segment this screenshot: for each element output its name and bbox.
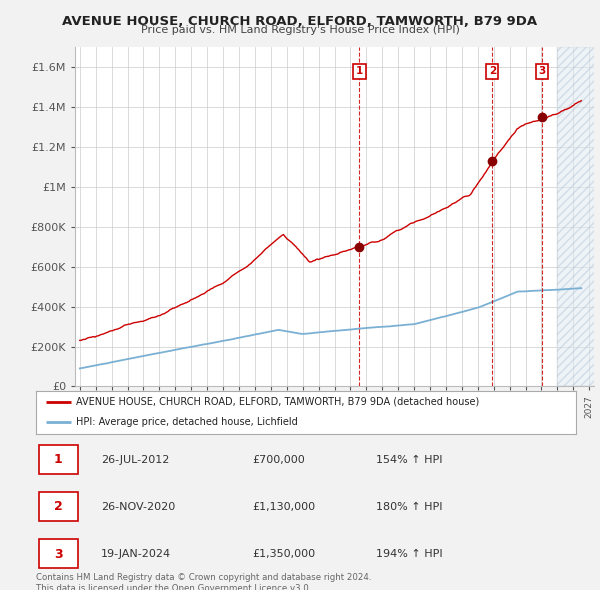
Text: AVENUE HOUSE, CHURCH ROAD, ELFORD, TAMWORTH, B79 9DA (detached house): AVENUE HOUSE, CHURCH ROAD, ELFORD, TAMWO… (77, 397, 480, 407)
FancyBboxPatch shape (39, 539, 77, 568)
Text: 26-JUL-2012: 26-JUL-2012 (101, 455, 169, 464)
FancyBboxPatch shape (39, 445, 77, 474)
Text: £1,350,000: £1,350,000 (252, 549, 315, 559)
Text: 1: 1 (356, 66, 363, 76)
Text: 180% ↑ HPI: 180% ↑ HPI (376, 502, 443, 512)
Text: 2: 2 (488, 66, 496, 76)
Text: 3: 3 (54, 548, 62, 560)
Text: Contains HM Land Registry data © Crown copyright and database right 2024.
This d: Contains HM Land Registry data © Crown c… (36, 573, 371, 590)
Text: 19-JAN-2024: 19-JAN-2024 (101, 549, 171, 559)
Text: AVENUE HOUSE, CHURCH ROAD, ELFORD, TAMWORTH, B79 9DA: AVENUE HOUSE, CHURCH ROAD, ELFORD, TAMWO… (62, 15, 538, 28)
FancyBboxPatch shape (39, 492, 77, 521)
Text: 1: 1 (54, 453, 62, 466)
Text: £700,000: £700,000 (252, 455, 305, 464)
Text: 26-NOV-2020: 26-NOV-2020 (101, 502, 175, 512)
Text: 154% ↑ HPI: 154% ↑ HPI (376, 455, 443, 464)
Text: 3: 3 (539, 66, 546, 76)
Text: 194% ↑ HPI: 194% ↑ HPI (376, 549, 443, 559)
Text: Price paid vs. HM Land Registry's House Price Index (HPI): Price paid vs. HM Land Registry's House … (140, 25, 460, 35)
Text: £1,130,000: £1,130,000 (252, 502, 315, 512)
Bar (557, 47, 597, 386)
Text: HPI: Average price, detached house, Lichfield: HPI: Average price, detached house, Lich… (77, 417, 298, 427)
Bar (557, 47, 597, 386)
Text: 2: 2 (54, 500, 62, 513)
